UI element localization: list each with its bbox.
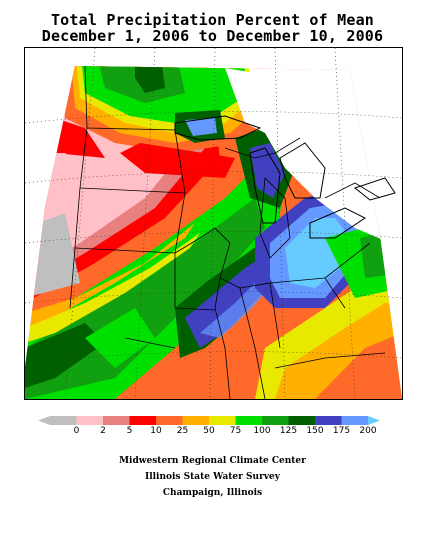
legend-label-50: 50 [203, 426, 215, 436]
legend-swatch-5 [103, 416, 130, 425]
legend-swatch-100 [235, 416, 262, 425]
legend-label-25: 25 [176, 426, 189, 436]
legend-swatch-125 [262, 416, 289, 425]
map-title: Total Precipitation Percent of Mean [50, 11, 375, 29]
legend-label-10: 10 [150, 426, 162, 436]
legend-label-125: 125 [279, 426, 298, 436]
credit-organization: Midwestern Regional Climate Center [119, 456, 306, 466]
legend-label-0: 0 [73, 426, 80, 436]
legend-label-200: 200 [359, 426, 377, 436]
precipitation-field [25, 66, 402, 399]
great-lakes-outline [174, 115, 396, 239]
precipitation-map-svg [25, 48, 402, 399]
credit-location: Champaign, Illinois [162, 488, 263, 498]
legend-label-2: 2 [100, 426, 106, 436]
legend-swatch-2 [76, 416, 103, 425]
legend-swatch-150 [288, 416, 315, 425]
legend-label-5: 5 [126, 426, 133, 436]
legend-swatch-0 [50, 416, 77, 425]
legend-swatch-200 [341, 416, 368, 425]
legend-overflow-arrow [368, 416, 380, 425]
legend-label-175: 175 [332, 426, 351, 436]
legend-underflow-arrow [38, 416, 50, 425]
credit-survey: Illinois State Water Survey [144, 472, 281, 482]
color-legend [38, 416, 380, 425]
legend-swatch-75 [209, 416, 236, 425]
legend-label-150: 150 [306, 426, 324, 436]
precipitation-map [24, 47, 403, 400]
legend-swatch-175 [315, 416, 342, 425]
legend-label-100: 100 [253, 426, 271, 436]
legend-swatch-10 [129, 416, 156, 425]
legend-swatch-25 [156, 416, 183, 425]
legend-label-75: 75 [229, 426, 242, 436]
map-subtitle-date-range: December 1, 2006 to December 10, 2006 [41, 27, 384, 45]
state-boundaries [69, 65, 386, 399]
legend-swatch-50 [182, 416, 209, 425]
